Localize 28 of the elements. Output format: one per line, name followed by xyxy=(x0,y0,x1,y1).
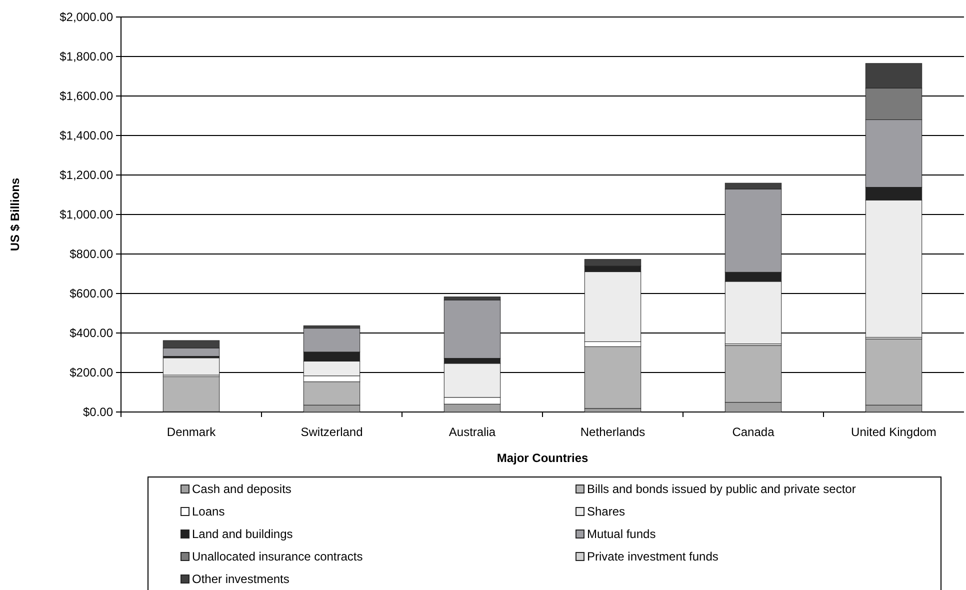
x-tick-label: Canada xyxy=(732,425,775,439)
x-axis-title: Major Countries xyxy=(496,451,588,465)
legend-label: Loans xyxy=(192,504,225,519)
y-tick-label: $600.00 xyxy=(70,286,114,301)
legend-label: Land and buildings xyxy=(192,527,293,542)
x-tick-label: Netherlands xyxy=(580,425,646,439)
y-tick-label: $400.00 xyxy=(70,326,114,340)
y-tick-label: $1,400.00 xyxy=(60,128,114,143)
y-tick-label: $1,600.00 xyxy=(60,89,114,104)
x-tick-label: United Kingdom xyxy=(851,425,936,439)
legend-label: Mutual funds xyxy=(587,527,656,542)
y-tick-label: $800.00 xyxy=(70,247,114,262)
legend-label: Bills and bonds issued by public and private sector xyxy=(587,482,856,496)
legend-label: Unallocated insurance contracts xyxy=(192,550,363,564)
x-tick-label: Denmark xyxy=(166,425,217,439)
legend-label: Private investment funds xyxy=(587,550,718,564)
legend-label: Cash and deposits xyxy=(192,482,292,496)
y-tick-label: $1,200.00 xyxy=(60,168,114,182)
legend-label: Shares xyxy=(587,504,626,519)
y-axis-title: US $ Billions xyxy=(8,178,22,252)
y-tick-label: $2,000.00 xyxy=(60,10,114,24)
y-tick-label: $200.00 xyxy=(70,366,114,380)
x-tick-label: Australia xyxy=(448,425,496,439)
y-tick-label: $1,000.00 xyxy=(60,208,114,222)
y-tick-label: $0.00 xyxy=(82,405,114,420)
y-tick-label: $1,800.00 xyxy=(60,50,114,64)
legend-label: Other investments xyxy=(192,572,290,586)
x-tick-label: Switzerland xyxy=(300,425,363,439)
